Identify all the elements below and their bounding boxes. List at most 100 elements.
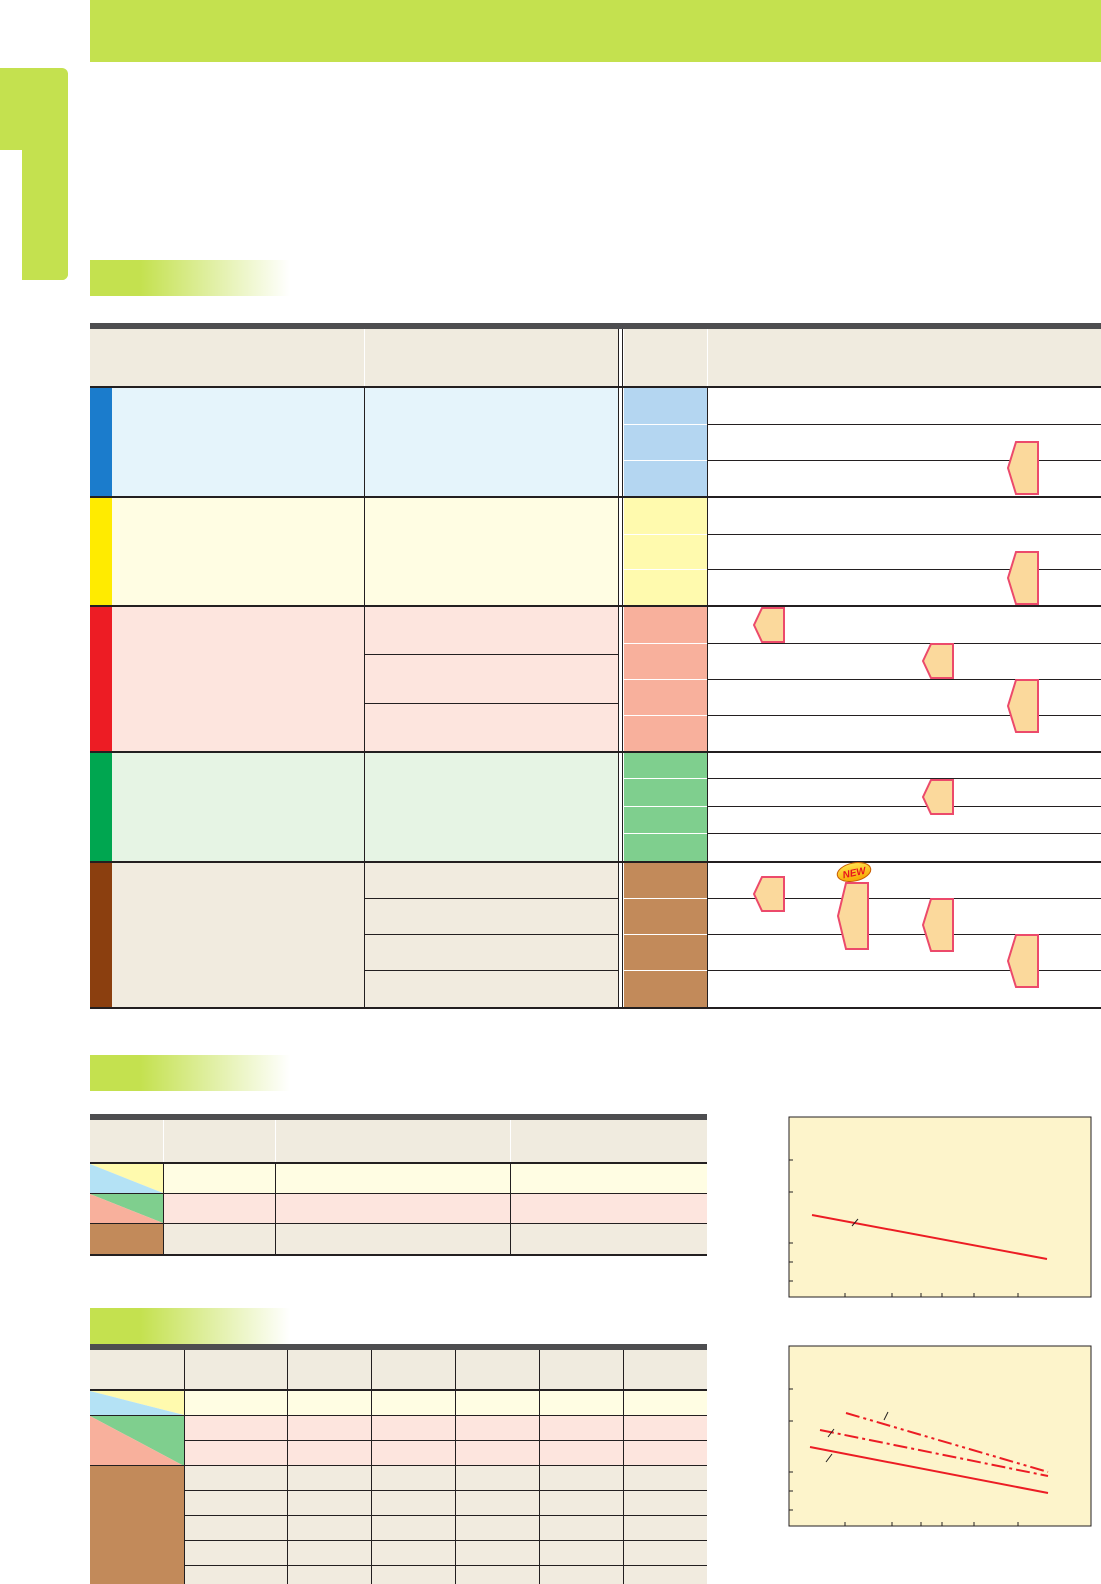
chart-2-leader <box>883 1411 889 1421</box>
swatch-red-green <box>90 1194 163 1223</box>
pentagon-arrow-tag-icon <box>752 876 785 912</box>
top-header-bar <box>90 0 1101 62</box>
group-red-col2 <box>365 607 619 751</box>
chart-2-plot-area <box>788 1345 1092 1527</box>
group-yellow-code <box>624 498 707 534</box>
row-cell <box>164 1164 707 1193</box>
column-divider <box>707 388 708 1008</box>
row-cell <box>185 1466 707 1584</box>
chart-2-y-ticks <box>789 1388 793 1511</box>
group-red-code <box>624 680 707 715</box>
group-green-code <box>624 753 707 778</box>
row-rule <box>708 534 1101 535</box>
header-divider <box>364 329 365 387</box>
swatch-brown <box>90 1224 163 1254</box>
group-yellow-code <box>624 570 707 606</box>
group-red-code <box>624 607 707 643</box>
rule <box>90 1162 707 1164</box>
column-divider-double <box>618 388 619 1008</box>
group-green-code <box>624 834 707 861</box>
second-table-top-rule <box>90 1114 707 1120</box>
row-rule <box>708 679 1101 680</box>
group-blue-code <box>624 388 707 424</box>
group-red-col1 <box>112 607 364 751</box>
main-table-bottom-rule <box>90 1007 1101 1009</box>
column-divider <box>275 1164 276 1255</box>
pentagon-arrow-tag-icon <box>921 898 954 952</box>
group-green-col2 <box>365 753 619 861</box>
row-rule <box>365 898 619 899</box>
group-red-code <box>624 644 707 679</box>
header-divider <box>619 329 624 387</box>
group-blue-bar <box>90 388 112 496</box>
pentagon-arrow-tag-icon <box>921 779 954 815</box>
pentagon-arrow-tag-icon <box>1006 441 1039 495</box>
pentagon-arrow-tag-icon <box>1006 551 1039 605</box>
swatch-blue-yellow <box>90 1164 163 1193</box>
column-divider <box>184 1350 185 1584</box>
rule <box>90 1254 707 1256</box>
swatch-brown <box>90 1466 184 1584</box>
rule <box>185 1565 707 1566</box>
row-rule <box>708 898 1101 899</box>
chart-2-series-dashdot <box>819 1429 1049 1477</box>
chart-1 <box>788 1116 1092 1298</box>
header-divider <box>510 1120 511 1162</box>
group-rule <box>90 751 1101 753</box>
rule <box>90 1223 707 1224</box>
group-brown-col2 <box>365 863 619 1008</box>
rule <box>185 1515 707 1516</box>
header-divider <box>707 329 708 387</box>
chart-1-x-ticks <box>844 1293 1019 1297</box>
row-rule <box>708 778 1101 779</box>
section-heading-bar-1 <box>90 260 290 296</box>
column-divider <box>371 1350 372 1584</box>
chapter-side-tab-lower <box>22 150 68 280</box>
rule <box>90 1193 707 1194</box>
row-rule <box>708 715 1101 716</box>
rule <box>185 1440 707 1441</box>
second-table-header <box>90 1120 707 1162</box>
rule <box>90 1415 707 1416</box>
row-rule <box>365 970 619 971</box>
chart-1-plot-area <box>788 1116 1092 1298</box>
group-brown-bar <box>90 863 112 1008</box>
new-badge-label: NEW <box>842 865 869 881</box>
group-green-bar <box>90 753 112 861</box>
row-rule <box>365 654 619 655</box>
main-table-header <box>90 329 1101 387</box>
column-divider-double <box>622 388 623 1008</box>
group-rule <box>90 605 1101 607</box>
chart-2-leader <box>827 1428 835 1438</box>
header-double-divider <box>622 329 623 387</box>
group-brown-code <box>624 899 707 934</box>
column-divider <box>364 388 365 1008</box>
column-divider <box>287 1350 288 1584</box>
row-cell <box>164 1194 707 1223</box>
group-rule <box>90 496 1101 498</box>
row-rule <box>708 643 1101 644</box>
row-cell <box>185 1416 707 1440</box>
group-yellow-bar <box>90 498 112 606</box>
group-blue-col2 <box>365 388 619 496</box>
third-table-top-rule <box>90 1344 707 1350</box>
group-blue-col1 <box>112 388 364 496</box>
pentagon-arrow-tag-icon <box>836 882 869 950</box>
row-rule <box>708 569 1101 570</box>
rule <box>90 1465 707 1466</box>
group-brown-code <box>624 935 707 970</box>
row-cell <box>164 1224 707 1254</box>
group-blue-code <box>624 461 707 496</box>
group-yellow-col1 <box>112 498 364 606</box>
group-red-bar <box>90 607 112 751</box>
chart-2-series-dashdotdot <box>845 1412 1049 1473</box>
row-rule <box>708 424 1101 425</box>
header-double-divider <box>618 329 619 387</box>
header-divider <box>275 1120 276 1162</box>
section-heading-bar-3 <box>90 1308 290 1346</box>
swatch-red-green <box>90 1416 184 1466</box>
pentagon-arrow-tag-icon <box>752 607 785 643</box>
main-table-top-rule <box>90 323 1101 329</box>
rule <box>185 1490 707 1491</box>
pentagon-arrow-tag-icon <box>1006 934 1039 988</box>
